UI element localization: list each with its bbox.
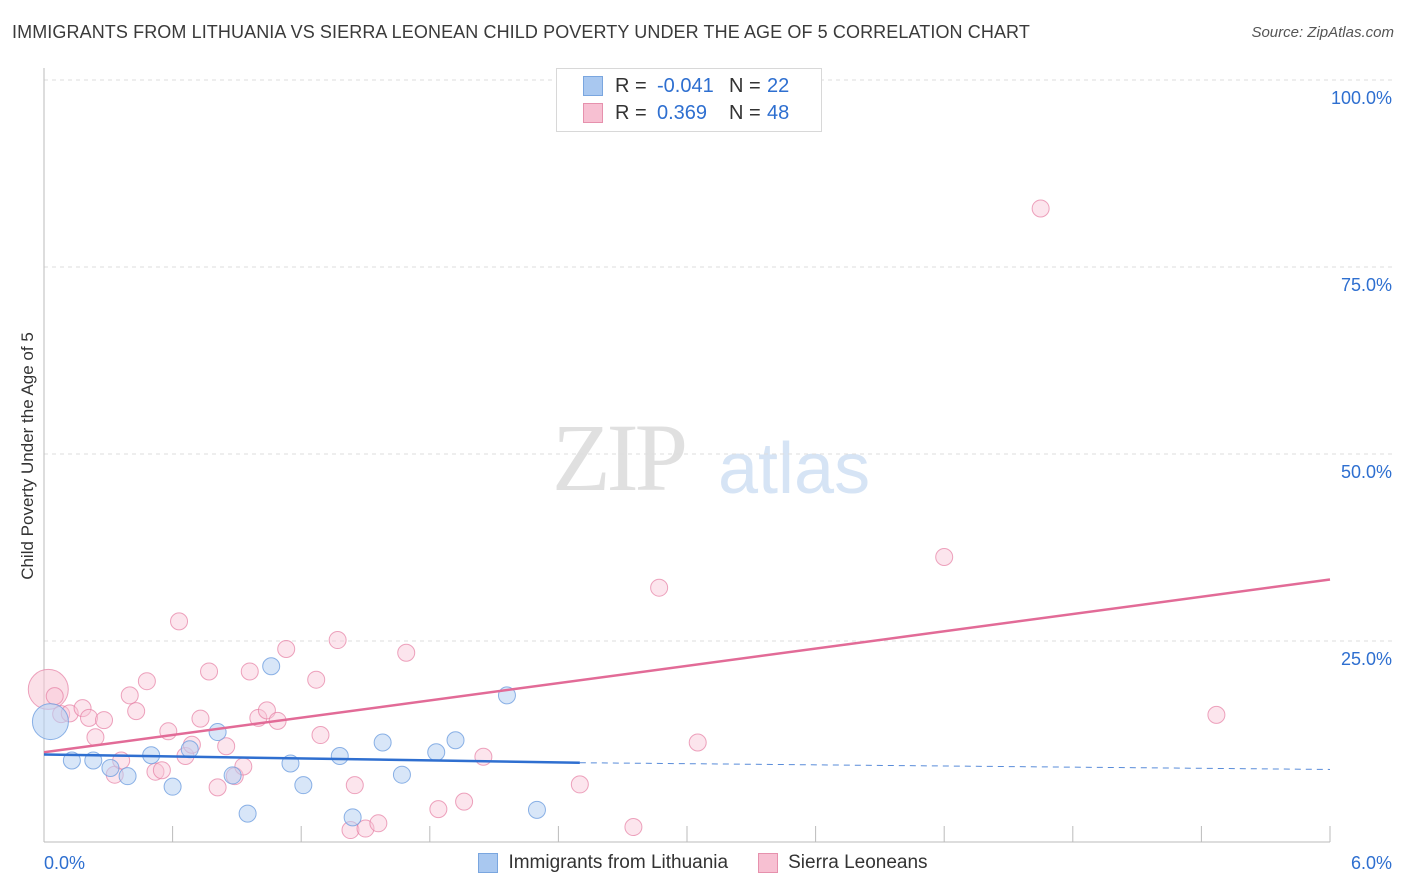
- watermark-atlas: atlas: [718, 429, 871, 509]
- data-point-lithuania: [101, 758, 120, 777]
- trend-line-lithuania-dashed: [579, 762, 1331, 770]
- x-tick-label: 6.0%: [1351, 853, 1392, 873]
- y-tick-label: 100.0%: [1331, 88, 1392, 108]
- data-point-sierra: [455, 792, 474, 811]
- data-point-lithuania: [180, 740, 199, 759]
- data-point-sierra: [217, 737, 236, 756]
- data-point-sierra: [650, 578, 669, 597]
- data-point-sierra: [73, 699, 92, 718]
- data-point-sierra: [191, 709, 210, 728]
- data-point-sierra: [208, 778, 227, 797]
- legend-label-sierra: Sierra Leoneans: [788, 852, 928, 873]
- data-point-sierra: [127, 702, 146, 721]
- y-tick-label: 25.0%: [1341, 649, 1392, 669]
- data-point-sierra: [328, 631, 347, 650]
- data-point-sierra: [624, 818, 643, 837]
- data-point-sierra: [120, 686, 139, 705]
- data-point-sierra: [200, 662, 219, 681]
- data-point-lithuania: [392, 765, 411, 784]
- watermark-zip: ZIP: [552, 404, 688, 511]
- data-point-lithuania: [163, 777, 182, 796]
- legend-label-lithuania: Immigrants from Lithuania: [508, 852, 729, 873]
- data-point-sierra: [570, 775, 589, 794]
- legend-n-value: 22: [767, 74, 790, 97]
- data-point-sierra: [86, 728, 105, 747]
- data-point-sierra: [307, 670, 326, 689]
- legend-n-label: N =: [729, 101, 761, 124]
- legend-r-label: R =: [615, 74, 647, 97]
- data-point-sierra: [397, 643, 416, 662]
- legend-item-sierra: Sierra Leoneans: [758, 852, 928, 874]
- data-point-sierra: [311, 726, 330, 745]
- legend-item-lithuania: Immigrants from Lithuania: [478, 852, 728, 874]
- trend-line-lithuania: [43, 753, 580, 764]
- data-point-sierra: [935, 548, 954, 567]
- legend-swatch-lithuania: [478, 853, 499, 873]
- legend-row-sierra: R = 0.369 N = 48: [583, 100, 789, 126]
- data-point-lithuania: [238, 804, 257, 823]
- data-point-sierra: [80, 708, 99, 727]
- data-point-lithuania: [294, 776, 313, 795]
- chart-title: IMMIGRANTS FROM LITHUANIA VS SIERRA LEON…: [12, 22, 1030, 42]
- data-point-sierra: [137, 672, 156, 691]
- data-point-lithuania: [427, 743, 446, 762]
- data-point-lithuania: [373, 733, 392, 752]
- data-point-lithuania: [262, 657, 281, 676]
- source-label: Source: ZipAtlas.com: [1251, 24, 1394, 41]
- data-point-sierra: [369, 814, 388, 833]
- legend-swatch-sierra: [583, 103, 603, 123]
- data-point-sierra: [95, 711, 114, 730]
- legend-n-label: N =: [729, 74, 761, 97]
- y-tick-label: 50.0%: [1341, 462, 1392, 482]
- legend-n-value: 48: [767, 101, 790, 124]
- correlation-legend: R = -0.041 N = 22 R = 0.369 N = 48: [556, 68, 822, 132]
- data-point-lithuania: [330, 746, 349, 765]
- data-point-sierra: [277, 640, 296, 659]
- data-point-sierra: [688, 733, 707, 752]
- data-point-sierra: [474, 747, 493, 766]
- y-tick-label: 75.0%: [1341, 275, 1392, 295]
- data-point-sierra: [429, 800, 448, 819]
- legend-row-lithuania: R = -0.041 N = 22: [583, 73, 789, 99]
- series-legend: Immigrants from Lithuania Sierra Leonean…: [0, 852, 1406, 874]
- data-point-lithuania: [446, 731, 465, 750]
- data-point-lithuania: [208, 723, 227, 742]
- data-point-lithuania: [527, 800, 546, 819]
- data-point-sierra: [1207, 705, 1226, 724]
- data-point-lithuania: [343, 808, 362, 827]
- legend-r-label: R =: [615, 101, 647, 124]
- data-point-sierra: [45, 687, 64, 706]
- trend-line-sierra: [43, 578, 1331, 754]
- data-point-sierra: [152, 761, 171, 780]
- x-tick-label: 0.0%: [44, 853, 85, 873]
- data-point-sierra: [240, 662, 259, 681]
- legend-r-value: 0.369: [657, 101, 708, 124]
- data-point-sierra: [345, 776, 364, 795]
- legend-swatch-sierra: [758, 853, 779, 873]
- data-point-lithuania: [118, 767, 137, 786]
- legend-r-value: -0.041: [657, 74, 714, 97]
- data-point-sierra: [170, 612, 189, 631]
- data-point-lithuania: [223, 766, 242, 785]
- data-point-sierra: [1031, 199, 1050, 218]
- legend-swatch-lithuania: [583, 76, 603, 96]
- data-point-sierra: [146, 762, 165, 781]
- data-point-lithuania: [31, 703, 69, 741]
